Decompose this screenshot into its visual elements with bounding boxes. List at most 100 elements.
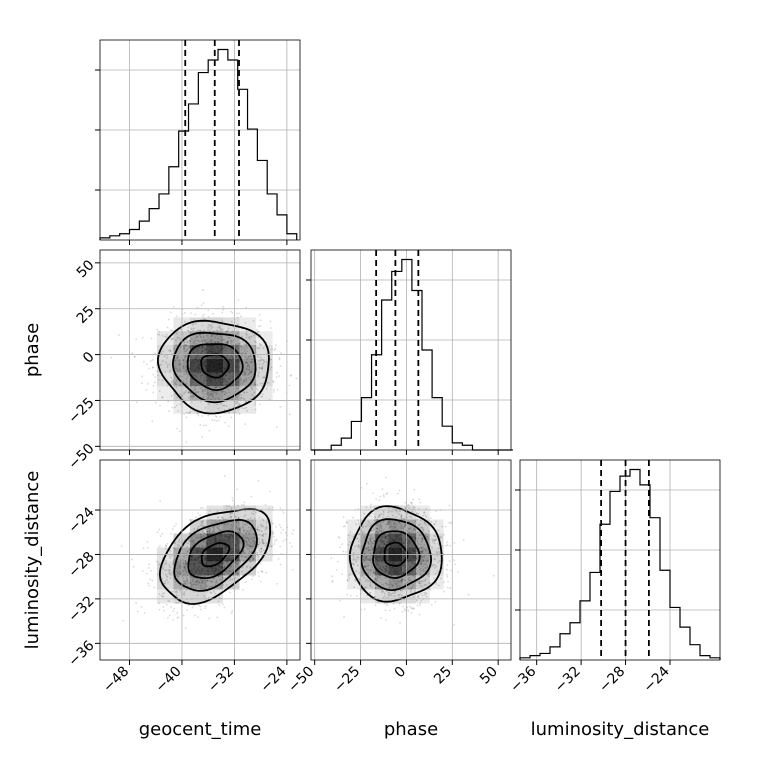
scatter-point [367, 546, 370, 549]
scatter-point [446, 564, 449, 566]
scatter-point [175, 367, 178, 370]
panel-frame [310, 459, 512, 661]
scatter-point [381, 583, 384, 586]
scatter-point [246, 543, 249, 546]
scatter-point [177, 601, 180, 604]
scatter-point [202, 531, 204, 534]
scatter-point [418, 523, 421, 526]
scatter-point [229, 512, 232, 514]
scatter-point [412, 608, 415, 611]
scatter-point [260, 366, 263, 369]
scatter-point [419, 501, 422, 504]
scatter-point [365, 555, 368, 558]
scatter-point [182, 380, 185, 383]
scatter-point [431, 538, 434, 541]
scatter-point [215, 420, 218, 423]
scatter-point [201, 579, 204, 582]
scatter-point [288, 413, 291, 416]
scatter-point [258, 347, 261, 349]
scatter-point [417, 513, 420, 515]
scatter-point [440, 577, 442, 580]
scatter-point [183, 341, 185, 344]
scatter-point [217, 341, 220, 344]
scatter-point [231, 497, 234, 499]
scatter-point [219, 578, 221, 581]
scatter-point [382, 596, 385, 599]
density-cell [361, 505, 375, 520]
scatter-point [188, 532, 191, 535]
scatter-point [247, 518, 250, 521]
scatter-point [421, 537, 423, 540]
scatter-point [251, 545, 254, 548]
scatter-point [186, 574, 189, 577]
scatter-point [176, 427, 179, 430]
scatter-point [251, 512, 253, 515]
scatter-point [221, 516, 223, 519]
scatter-point [200, 584, 202, 587]
scatter-point [446, 575, 449, 578]
scatter-point [400, 514, 403, 516]
scatter-point [413, 528, 416, 531]
scatter-point [221, 328, 224, 331]
scatter-point [184, 559, 187, 562]
scatter-point [418, 523, 421, 526]
scatter-point [163, 582, 166, 585]
scatter-point [172, 610, 174, 612]
scatter-point [434, 558, 436, 561]
scatter-point [245, 566, 248, 569]
scatter-point [245, 380, 248, 383]
scatter-point [200, 533, 202, 535]
scatter-point [243, 539, 246, 541]
scatter-point [184, 574, 187, 577]
scatter-point [271, 531, 274, 533]
scatter-point [265, 527, 267, 529]
scatter-point [402, 525, 405, 528]
scatter-point [202, 302, 205, 304]
scatter-point [202, 389, 205, 392]
scatter-point [178, 539, 181, 541]
scatter-point [387, 522, 390, 525]
scatter-point [374, 576, 377, 579]
scatter-point [186, 563, 189, 565]
scatter-point [396, 510, 399, 513]
scatter-point [277, 558, 280, 560]
scatter-point [145, 363, 148, 366]
density-cell [206, 317, 224, 332]
scatter-point [162, 566, 164, 568]
scatter-point [369, 552, 372, 555]
scatter-point [173, 525, 176, 528]
scatter-point [213, 419, 216, 422]
scatter-point [216, 340, 219, 343]
scatter-point [420, 564, 423, 566]
scatter-point [400, 581, 403, 584]
scatter-point [212, 528, 215, 531]
scatter-point [371, 575, 374, 578]
scatter-point [117, 334, 120, 337]
scatter-point [161, 360, 164, 363]
scatter-point [373, 568, 375, 571]
scatter-point [223, 606, 226, 609]
density-cell [374, 505, 389, 520]
scatter-point [348, 577, 351, 580]
scatter-point [401, 578, 404, 581]
scatter-point [388, 586, 391, 589]
scatter-point [213, 341, 216, 343]
scatter-point [169, 577, 172, 579]
scatter-point [190, 540, 193, 543]
scatter-point [249, 517, 252, 519]
scatter-point [152, 391, 155, 394]
panel-frame [99, 459, 301, 661]
scatter-point [377, 587, 380, 590]
scatter-point [413, 527, 416, 530]
scatter-point [228, 411, 231, 414]
scatter-point [187, 390, 190, 393]
histogram-luminosity_distance [519, 468, 721, 660]
scatter-point [425, 549, 428, 552]
scatter-point [189, 582, 192, 585]
scatter-point [183, 392, 185, 395]
scatter-point [250, 537, 253, 540]
scatter-point [170, 606, 172, 608]
scatter-point [250, 376, 253, 378]
scatter-point [192, 322, 195, 325]
scatter-point [248, 368, 251, 371]
